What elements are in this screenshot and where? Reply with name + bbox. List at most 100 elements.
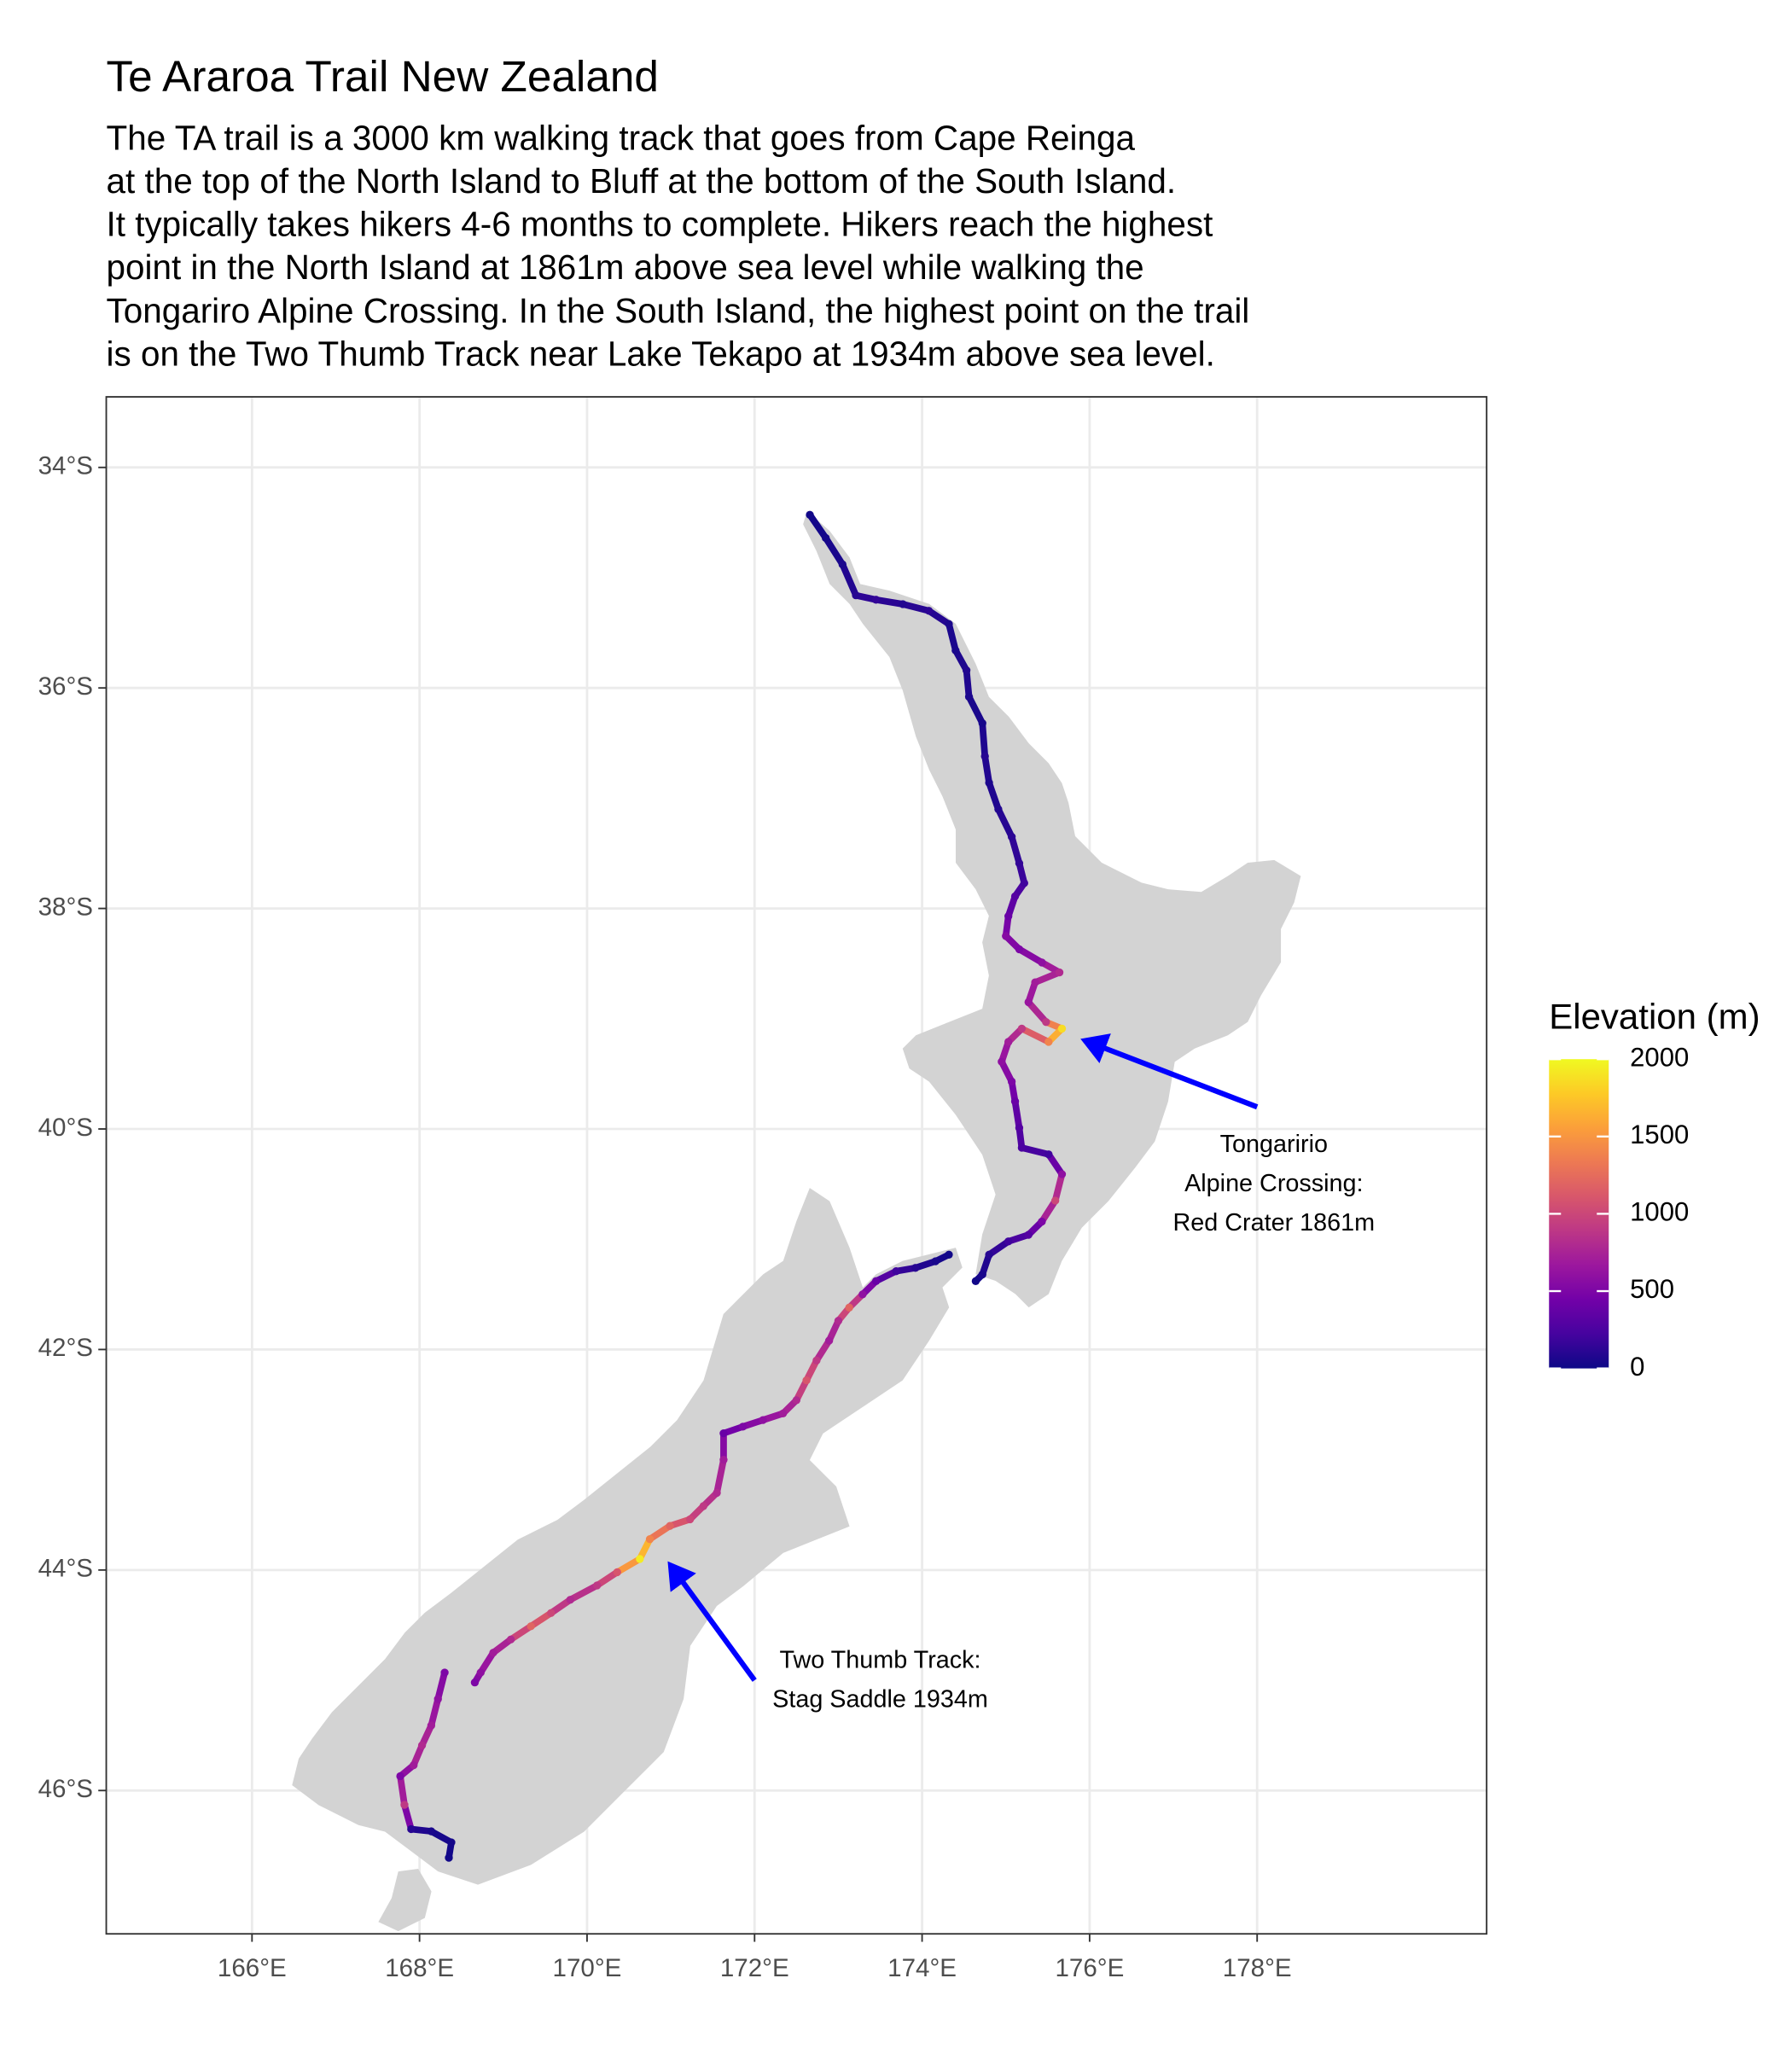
panel-border	[105, 396, 1488, 1935]
subtitle-line: The TA trail is a 3000 km walking track …	[107, 119, 1136, 158]
trail-segment	[945, 620, 959, 655]
trail-point	[838, 560, 847, 569]
trail-point	[858, 1290, 867, 1299]
trail-point	[445, 1853, 453, 1862]
land	[292, 510, 1301, 1932]
trail-point	[1004, 1237, 1013, 1246]
trail-point	[1031, 978, 1039, 986]
trail-point	[645, 1535, 655, 1544]
trail-point	[994, 805, 1003, 813]
trail-segment	[1011, 1097, 1023, 1132]
trail-point	[447, 1838, 456, 1847]
trail-point	[1057, 1170, 1067, 1178]
subtitle: The TA trail is a 3000 km walking track …	[107, 119, 1250, 374]
trail-point	[593, 1581, 602, 1590]
trail-point	[1050, 1196, 1060, 1205]
axes: 166°E 168°E 170°E 172°E 174°E 176°E 178°E 34°S 3…	[38, 452, 1292, 1982]
trail-point	[964, 692, 974, 701]
trail-point	[931, 1257, 940, 1265]
trail-point	[985, 778, 993, 787]
trail	[396, 510, 1067, 1862]
trail-point	[427, 1721, 436, 1730]
trail-segment	[1015, 945, 1045, 966]
stewart-island	[378, 1869, 432, 1932]
trail-segment	[1018, 1144, 1052, 1158]
subtitle-line: Tongariro Alpine Crossing. In the South …	[107, 291, 1250, 330]
trail-point	[892, 1267, 900, 1276]
x-tick-label: 178°E	[1223, 1954, 1292, 1982]
trail-point	[699, 1502, 708, 1510]
x-tick-label: 168°E	[385, 1954, 454, 1982]
trail-point	[427, 1827, 436, 1836]
trail-point	[410, 1760, 418, 1770]
trail-point	[1038, 1217, 1046, 1226]
x-tick-label: 166°E	[218, 1954, 287, 1982]
trail-segment	[401, 1801, 415, 1833]
trail-point	[792, 1396, 801, 1405]
trail-point	[1002, 932, 1010, 940]
trail-point	[1004, 911, 1013, 921]
legend-tick-label: 1500	[1630, 1120, 1689, 1149]
trail-segment	[925, 607, 952, 628]
trail-point	[834, 1317, 843, 1325]
y-tick-label: 38°S	[38, 893, 93, 921]
trail-point	[636, 1555, 644, 1563]
y-tick-label: 42°S	[38, 1334, 93, 1362]
trail-point	[899, 600, 907, 608]
trail-point	[778, 1409, 788, 1418]
annotations: Tongaririo Alpine Crossing: Red Crater 186…	[667, 1033, 1376, 1713]
trail-point	[506, 1635, 515, 1644]
trail-point	[1015, 1124, 1024, 1132]
trail-point	[985, 1250, 993, 1259]
trail-point	[951, 646, 960, 655]
trail-point	[822, 533, 830, 543]
trail-point	[978, 719, 986, 728]
subtitle-line: point in the North Island at 1861m above…	[107, 247, 1144, 287]
trail-segment	[593, 1568, 621, 1589]
x-tick-label: 172°E	[720, 1954, 789, 1982]
trail-point	[613, 1568, 621, 1577]
trail-point	[476, 1668, 485, 1677]
trail-point	[980, 752, 989, 760]
trail-point	[547, 1609, 556, 1617]
trail-segment	[839, 561, 859, 599]
trail-point	[666, 1521, 674, 1530]
trail-segment	[507, 1622, 535, 1644]
trail-point	[852, 591, 860, 600]
trail-point	[527, 1622, 535, 1631]
annotation-arrow	[1080, 1033, 1259, 1110]
trail-segment	[995, 806, 1015, 841]
trail-point	[1004, 1038, 1013, 1046]
trail-point	[396, 1772, 404, 1781]
annotation-text: Tongaririo	[1220, 1131, 1328, 1158]
trail-point	[1007, 1077, 1016, 1086]
trail-point	[719, 1428, 728, 1438]
legend-tick-label: 0	[1630, 1352, 1644, 1382]
trail-point	[1024, 1231, 1033, 1239]
annotation-text: Red Crater 1861m	[1173, 1209, 1376, 1236]
trail-point	[1020, 879, 1028, 887]
trail-point	[470, 1678, 480, 1687]
trail-point	[1044, 1150, 1053, 1159]
trail-point	[971, 1277, 980, 1285]
trail-segment	[1051, 1171, 1066, 1204]
trail-point	[1017, 1024, 1027, 1033]
trail-point	[978, 1270, 986, 1279]
trail-segment	[1039, 1197, 1059, 1225]
trail-segment	[434, 1669, 448, 1702]
trail-segment	[986, 779, 1002, 813]
trail-point	[566, 1596, 574, 1604]
trail-segment	[872, 596, 906, 608]
y-tick-label: 40°S	[38, 1114, 93, 1142]
trail-point	[1044, 1038, 1053, 1046]
trail-point	[686, 1515, 695, 1524]
chart-title: Te Araroa Trail New Zealand	[107, 52, 659, 101]
y-tick-label: 46°S	[38, 1775, 93, 1803]
legend-tick-label: 2000	[1630, 1042, 1689, 1072]
trail-point	[924, 607, 934, 615]
trail-segment	[397, 1772, 408, 1808]
y-tick-label: 34°S	[38, 452, 93, 480]
trail-point	[945, 620, 953, 628]
trail-segment	[646, 1522, 674, 1543]
subtitle-line: It typically takes hikers 4-6 months to …	[107, 205, 1213, 244]
